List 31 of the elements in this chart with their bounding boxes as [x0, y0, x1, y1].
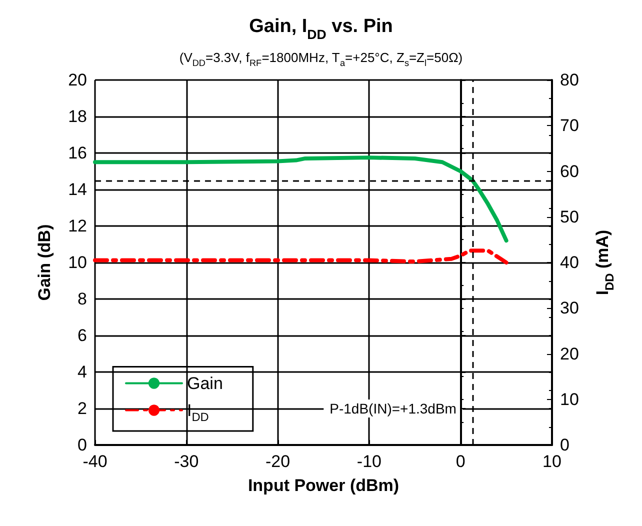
y-tick-label: 12: [68, 216, 87, 236]
y-axis-title: Gain (dB): [35, 224, 54, 301]
y-tick-label: 4: [78, 362, 87, 382]
y-tick-label: 20: [68, 70, 87, 90]
y2-tick-label: 0: [560, 436, 570, 454]
x-tick-label: 10: [542, 452, 562, 471]
x-tick-label: 0: [456, 452, 466, 471]
x-tick-label: -30: [174, 452, 199, 471]
y2-tick-label: 80: [560, 70, 579, 90]
y2-tick-label: 20: [560, 344, 579, 364]
x-axis-title: Input Power (dBm): [248, 476, 400, 495]
ref-line-label: P-1dB(IN)=+1.3dBm: [330, 400, 456, 416]
y-tick-label: 2: [78, 399, 87, 418]
y2-tick-label: 60: [560, 162, 579, 181]
x-tick-label: -20: [266, 452, 290, 471]
y-tick-label: 0: [78, 436, 87, 454]
x-tick-label: -40: [82, 452, 108, 471]
y2-tick-label: 30: [560, 298, 579, 318]
legend-label: Gain: [187, 374, 223, 393]
y-tick-label: 14: [68, 180, 87, 199]
y-tick-label: 8: [78, 290, 87, 308]
y2-tick-label: 50: [560, 207, 579, 226]
y2-tick-label: 70: [560, 116, 579, 136]
y-tick-label: 10: [68, 253, 87, 272]
y-tick-label: 18: [68, 107, 87, 126]
y2-tick-label: 40: [560, 253, 579, 272]
y-tick-label: 16: [68, 144, 87, 162]
y-tick-label: 6: [78, 326, 87, 345]
y2-tick-label: 10: [560, 390, 579, 409]
y2-axis-title: IDD (mA): [593, 230, 616, 296]
x-tick-label: -10: [356, 452, 382, 471]
